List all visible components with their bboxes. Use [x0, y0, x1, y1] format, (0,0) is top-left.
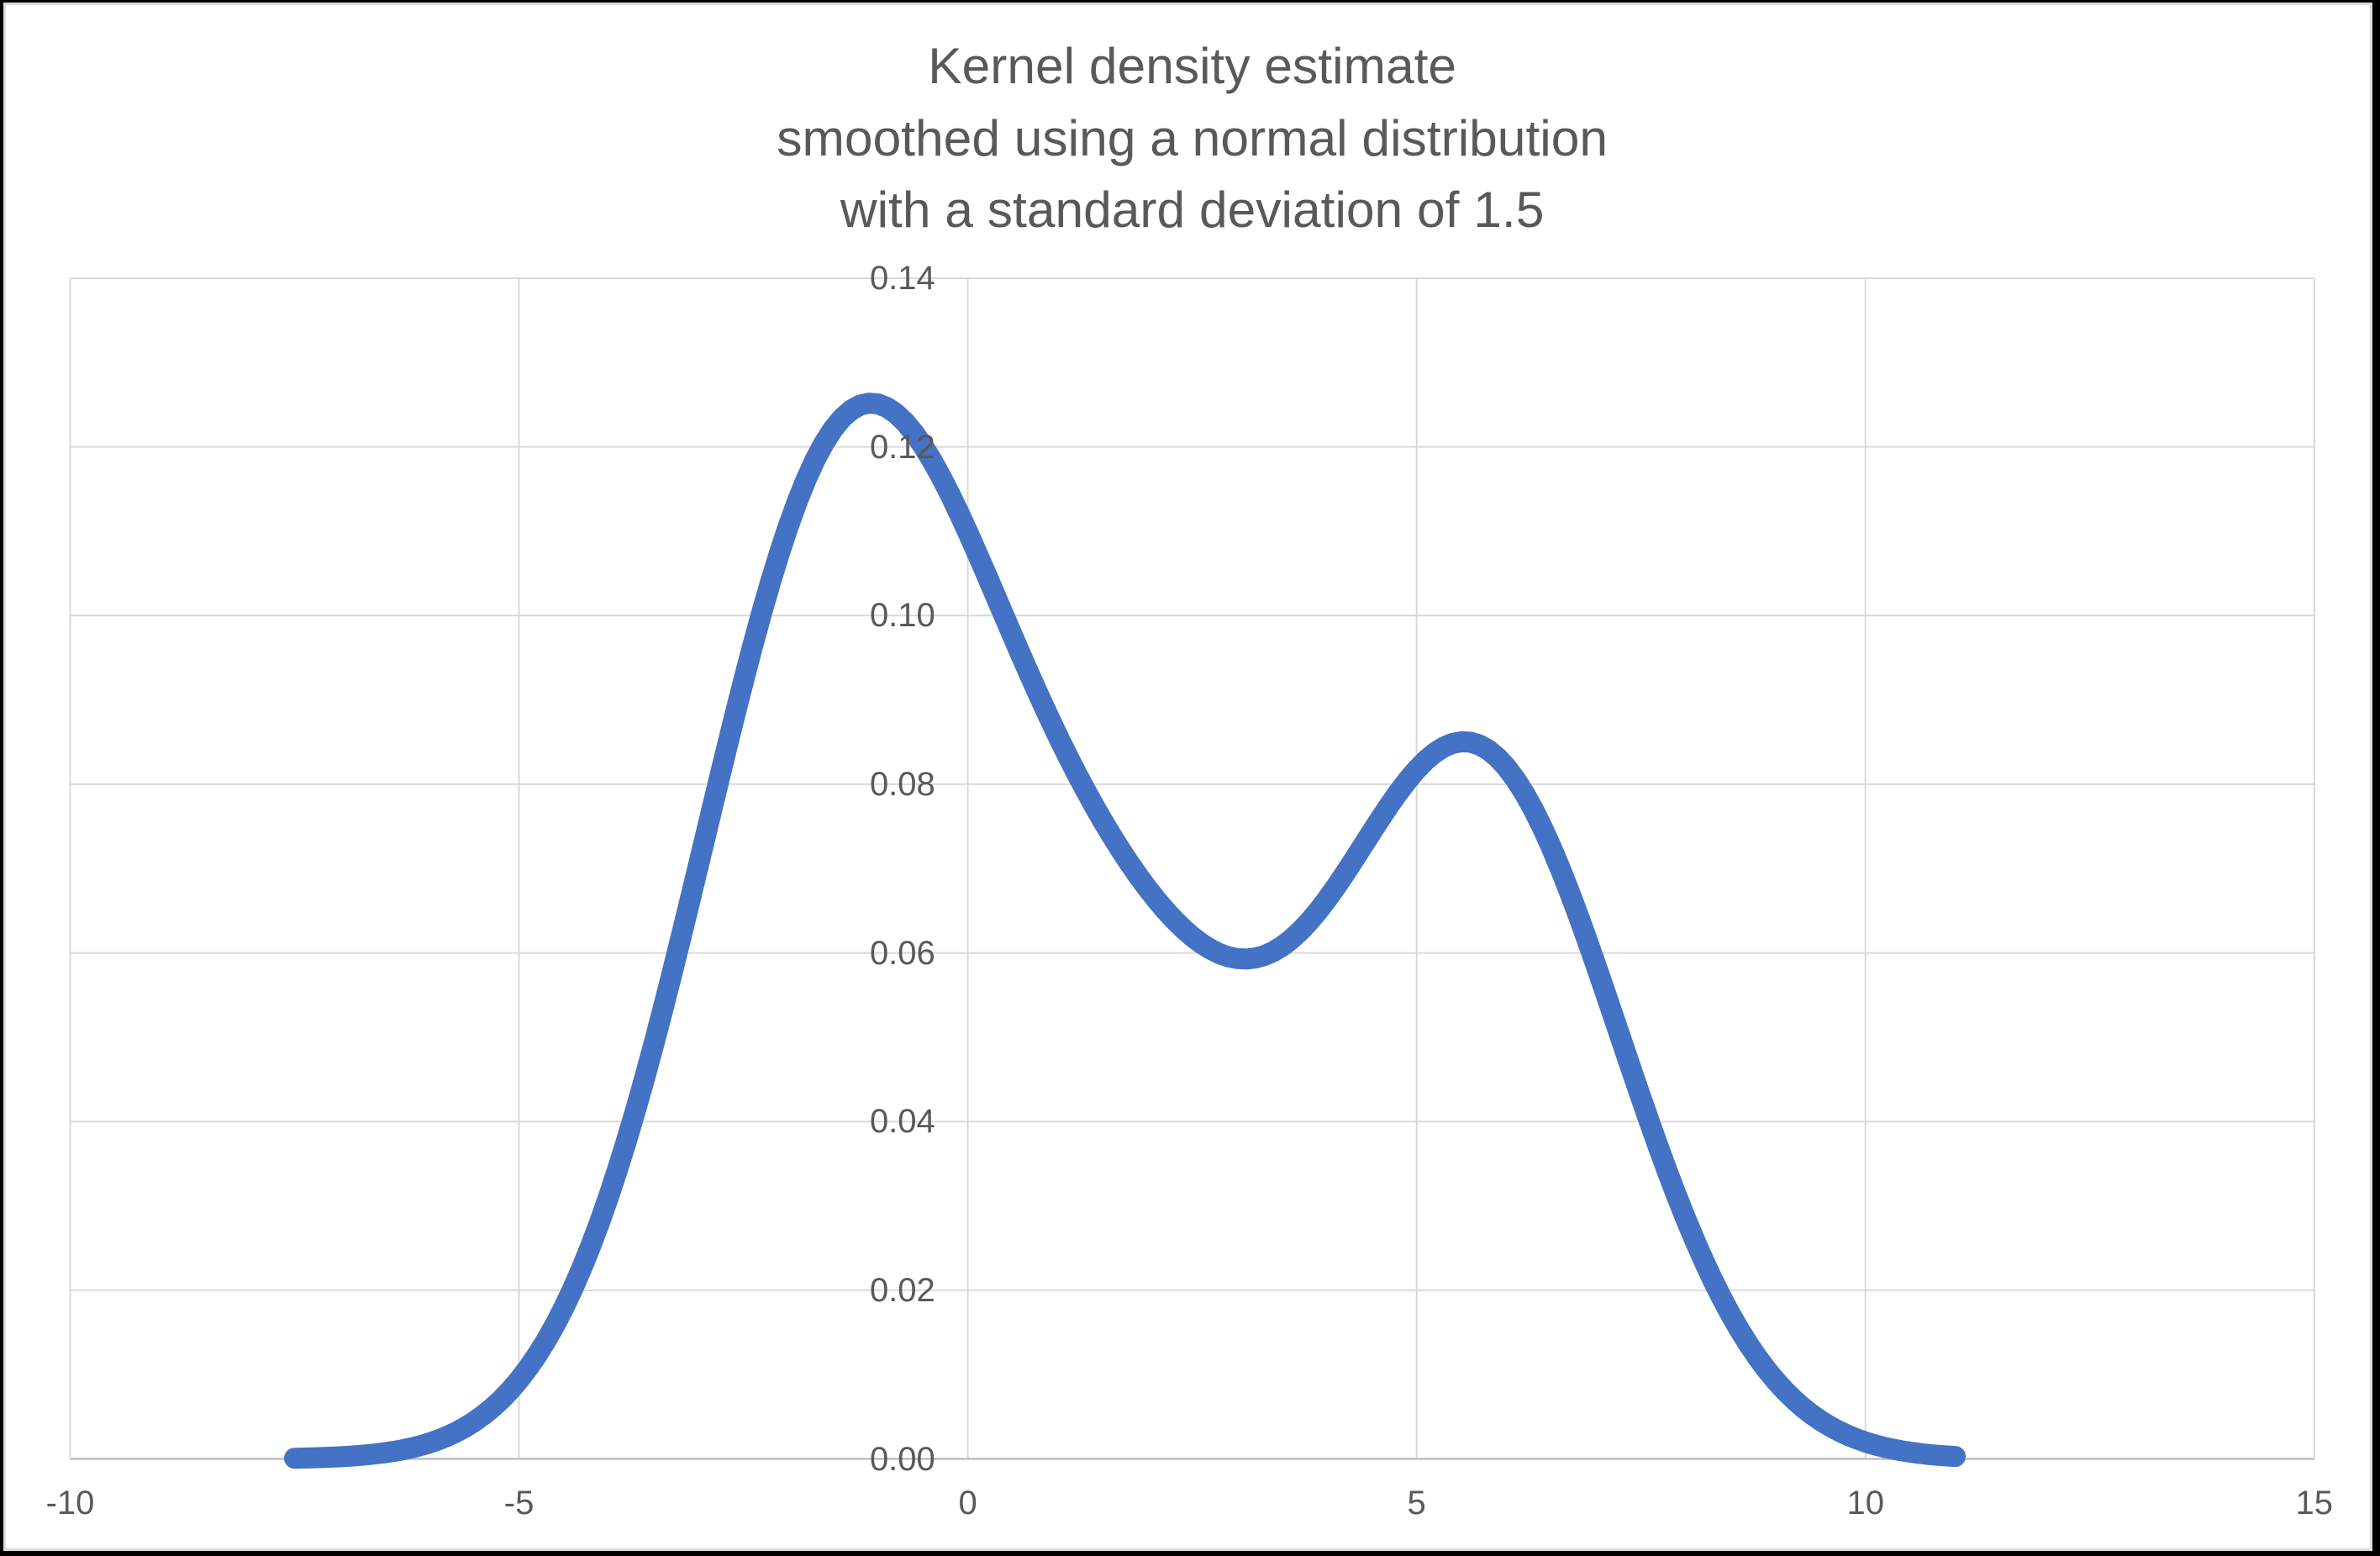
y-tick-label: 0.08	[869, 765, 935, 803]
y-tick-label: 0.02	[869, 1271, 935, 1309]
kde-curve	[284, 393, 1967, 1469]
y-tick-label: 0.00	[869, 1440, 935, 1478]
y-tick-label: 0.14	[869, 260, 935, 297]
y-tick-label: 0.10	[869, 597, 935, 635]
chart-title: Kernel density estimate smoothed using a…	[777, 37, 1608, 239]
y-tick-label: 0.12	[869, 428, 935, 466]
x-tick-label: 5	[1407, 1485, 1426, 1522]
x-tick-label: 10	[1846, 1485, 1884, 1522]
x-tick-label: 0	[958, 1485, 977, 1522]
y-tick-label: 0.06	[869, 934, 935, 972]
y-tick-label: 0.04	[869, 1103, 935, 1141]
x-tick-label: 15	[2295, 1485, 2334, 1522]
x-tick-label: -5	[503, 1485, 534, 1522]
x-tick-label: -10	[45, 1485, 95, 1522]
chart-area: Kernel density estimate smoothed using a…	[3, 3, 2372, 1551]
